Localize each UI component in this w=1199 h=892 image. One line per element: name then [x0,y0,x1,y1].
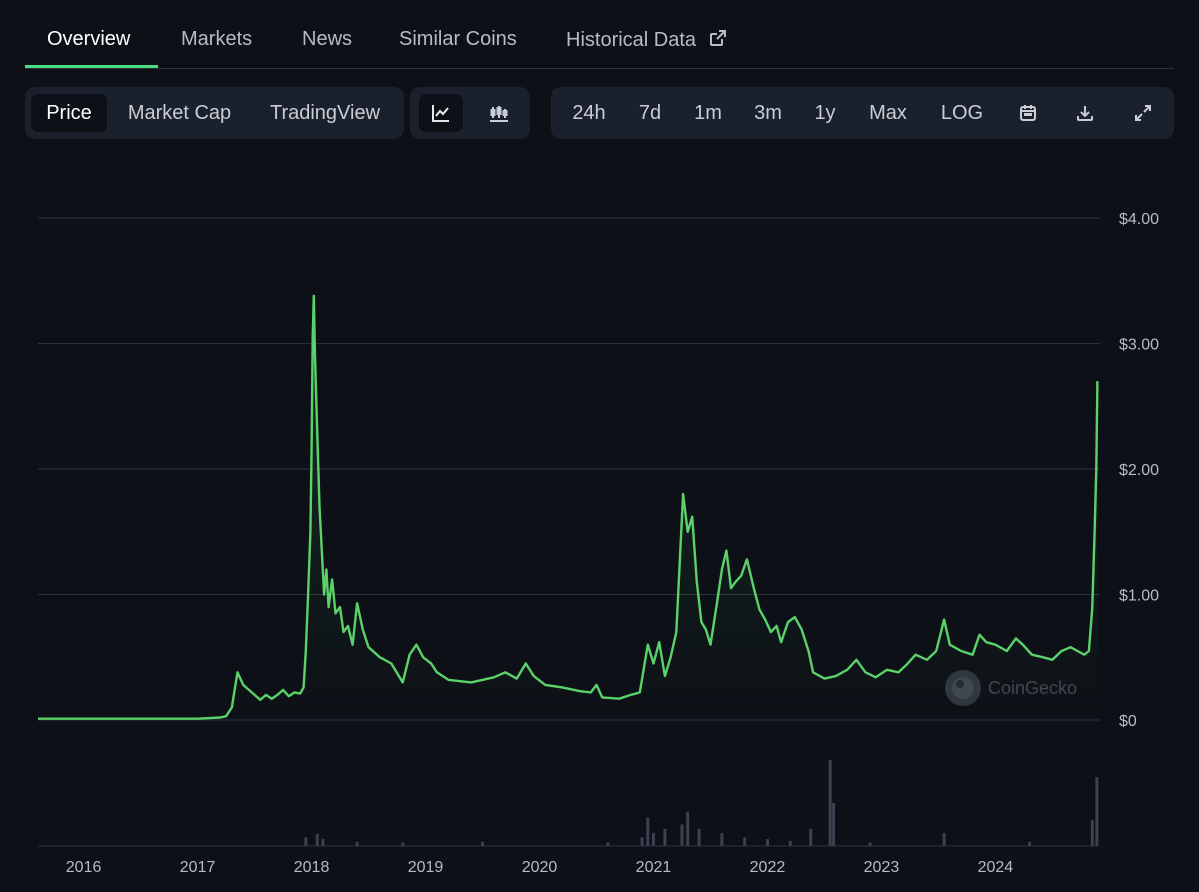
line-chart-button[interactable] [419,94,463,132]
volume-bar [646,817,650,846]
calendar-icon [1020,105,1036,121]
x-tick-label: 2024 [978,859,1014,876]
volume-bar [765,839,769,846]
expand-button[interactable] [1121,94,1165,132]
line-chart-icon [432,105,449,122]
volume-bar [401,842,405,846]
volume-bar [321,839,325,846]
y-tick-label: $3.00 [1119,337,1159,354]
range-1y-button[interactable]: 1y [814,102,836,124]
chart-mode-group: Price Market Cap TradingView [25,87,404,139]
volume-bar [1095,777,1099,846]
range-7d-button[interactable]: 7d [638,102,662,124]
price-mode-button[interactable]: Price [31,94,107,132]
download-icon [1077,106,1093,121]
volume-bar [304,837,308,846]
log-scale-button[interactable]: LOG [940,102,984,124]
volume-bar [481,841,485,846]
price-line [38,294,1099,720]
volume-bar [743,837,747,846]
x-tick-label: 2019 [408,859,444,876]
volume-bar [686,811,690,846]
range-3m-button[interactable]: 3m [754,102,782,124]
x-tick-label: 2016 [66,859,102,876]
volume-bars [304,760,1099,846]
x-tick-label: 2021 [636,859,672,876]
volume-bar [355,841,359,846]
range-1m-button[interactable]: 1m [694,102,722,124]
volume-bar [809,828,813,846]
x-tick-label: 2018 [294,859,330,876]
tab-markets[interactable]: Markets [181,28,253,50]
expand-icon [1135,105,1151,121]
tab-historical-data[interactable]: Historical Data [566,28,728,52]
tab-historical-data-label: Historical Data [566,29,697,51]
tradingview-mode-button[interactable]: TradingView [269,102,381,124]
y-tick-label: $4.00 [1119,211,1159,228]
volume-bar [1090,820,1094,846]
y-tick-label: $0 [1119,713,1137,730]
volume-bar [788,840,792,846]
y-tick-label: $1.00 [1119,588,1159,605]
chart-style-group [410,87,530,139]
candlestick-icon [490,106,508,122]
calendar-button[interactable] [1006,94,1050,132]
volume-bar [868,842,872,846]
external-link-icon [709,30,726,46]
volume-bar [640,837,644,846]
coingecko-watermark: CoinGecko [945,670,1077,706]
volume-bar [680,824,684,846]
tab-similar-coins[interactable]: Similar Coins [399,28,517,50]
volume-bar [651,833,655,846]
tab-news[interactable]: News [302,28,353,50]
download-button[interactable] [1063,94,1107,132]
volume-bar [828,760,832,846]
price-area-fill [38,295,1098,720]
volume-bar [315,833,319,846]
y-axis-labels: $0 $1.00 $2.00 $3.00 $4.00 [1119,211,1159,730]
x-tick-label: 2020 [522,859,558,876]
active-tab-indicator [25,65,158,68]
market-cap-mode-button[interactable]: Market Cap [127,102,232,124]
volume-bar [1028,841,1032,846]
y-tick-label: $2.00 [1119,462,1159,479]
candlestick-chart-button[interactable] [477,94,521,132]
x-tick-label: 2017 [180,859,216,876]
volume-bar [697,828,701,846]
tab-overview[interactable]: Overview [47,28,131,50]
volume-bar [606,842,610,846]
watermark-text: CoinGecko [988,678,1077,698]
x-tick-label: 2022 [750,859,786,876]
x-axis-labels: 2016 2017 2018 2019 2020 2021 2022 2023 2024 [66,859,1014,876]
time-range-group: 24h 7d 1m 3m 1y Max LOG [551,87,1174,139]
price-chart[interactable]: $0$1.00$2.00$3.00$4.00 2016 2017 2018 2019 2… [0,150,1199,892]
range-24h-button[interactable]: 24h [572,102,606,124]
volume-bar [832,803,836,846]
overview-tabs: Overview Markets News Similar Coins Hist… [25,0,1174,69]
x-tick-label: 2023 [864,859,900,876]
range-max-button[interactable]: Max [869,102,907,124]
volume-bar [942,833,946,846]
volume-bar [663,828,667,846]
volume-bar [720,833,724,846]
chart-grid [38,217,1100,847]
